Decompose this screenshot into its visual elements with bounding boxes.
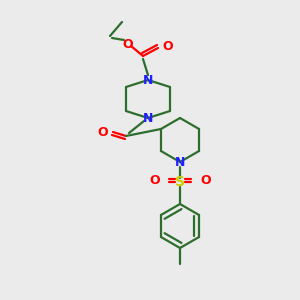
Text: O: O — [98, 125, 108, 139]
Text: O: O — [149, 175, 160, 188]
Text: N: N — [143, 74, 153, 86]
Text: S: S — [175, 175, 185, 189]
Text: O: O — [200, 175, 211, 188]
Text: N: N — [175, 155, 185, 169]
Text: O: O — [123, 38, 133, 50]
Text: O: O — [162, 40, 172, 53]
Text: N: N — [143, 112, 153, 124]
